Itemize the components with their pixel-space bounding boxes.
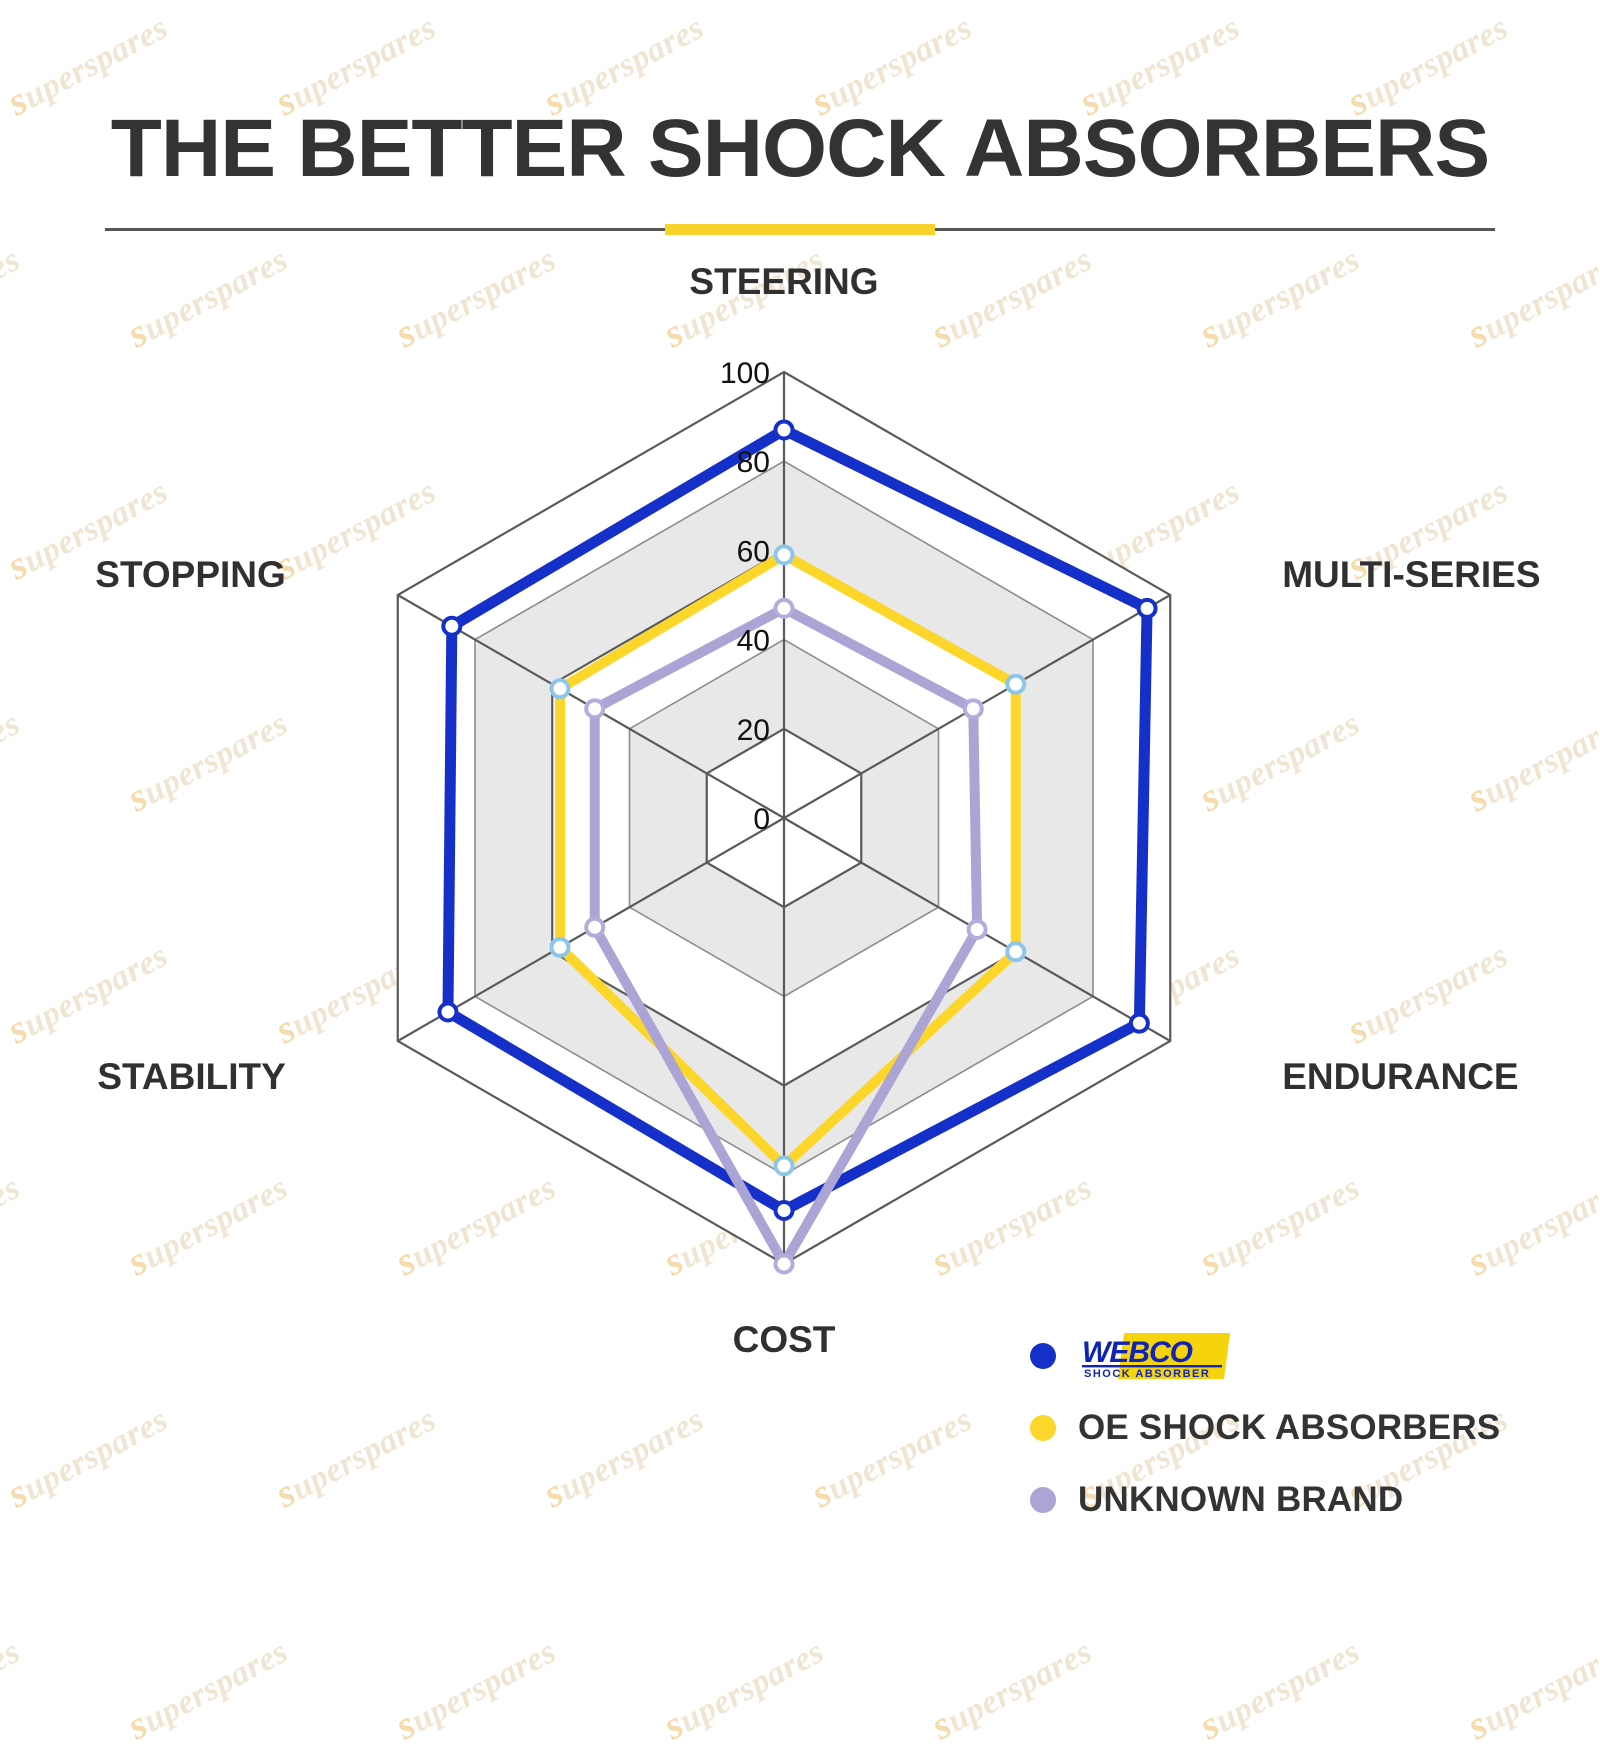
radar-axis-label-stopping: STOPPING	[95, 554, 286, 595]
legend-label-unknown: UNKNOWN BRAND	[1078, 1480, 1404, 1519]
radar-tick-label: 40	[737, 625, 770, 658]
legend-item-unknown[interactable]: UNKNOWN BRAND	[1030, 1464, 1500, 1536]
watermark-text: superspares	[267, 1400, 443, 1517]
radar-axis-label-endurance: ENDURANCE	[1282, 1056, 1518, 1097]
radar-series-3	[584, 597, 988, 1275]
legend-item-webco[interactable]: WEBCO SHOCK ABSORBER	[1030, 1320, 1500, 1392]
watermark-text: superspares	[0, 1632, 27, 1740]
radar-axis-label-multi-series: MULTI-SERIES	[1282, 554, 1540, 595]
radar-data-point	[773, 419, 795, 441]
watermark-text: superspares	[387, 1632, 563, 1749]
watermark-text: superspares	[655, 1632, 831, 1749]
title-divider	[105, 224, 1495, 236]
radar-tick-label: 80	[737, 446, 770, 479]
radar-data-point	[773, 1155, 795, 1177]
radar-data-point	[441, 615, 463, 637]
radar-series-2	[549, 544, 1027, 1177]
legend-label-oe: OE SHOCK ABSORBERS	[1078, 1408, 1501, 1447]
radar-data-point	[437, 1001, 459, 1023]
watermark-text: superspares	[1459, 1632, 1600, 1749]
header: THE BETTER SHOCK ABSORBERS	[0, 0, 1600, 236]
watermark-text: superspares	[1191, 1632, 1367, 1749]
legend-item-oe[interactable]: OE SHOCK ABSORBERS	[1030, 1392, 1500, 1464]
radar-data-point	[1128, 1012, 1150, 1034]
radar-axis-label-cost: COST	[733, 1319, 836, 1360]
radar-data-point	[1136, 597, 1158, 619]
title-accent-bar	[665, 224, 935, 235]
radar-data-point	[773, 597, 795, 619]
radar-data-point	[584, 698, 606, 720]
radar-chart-svg: 0 20 40 60 80 100 STEERING MULTI-SERIES ENDURAN…	[95, 261, 1540, 1360]
webco-logo-wordmark: WEBCO	[1082, 1336, 1193, 1369]
radar-series-group	[437, 419, 1158, 1275]
radar-data-point	[549, 678, 571, 700]
watermark-text: superspares	[0, 1400, 175, 1517]
watermark-text: superspares	[535, 1400, 711, 1517]
chart-legend: WEBCO SHOCK ABSORBER OE SHOCK ABSORBERS …	[1030, 1320, 1500, 1536]
radar-tick-label: 20	[737, 714, 770, 747]
radar-data-point	[962, 698, 984, 720]
radar-data-point	[1005, 941, 1027, 963]
legend-color-dot-webco	[1030, 1343, 1056, 1369]
webco-logo-yellow-block	[1118, 1333, 1230, 1379]
radar-tick-label: 60	[737, 535, 770, 568]
radar-series-1	[437, 419, 1158, 1221]
radar-data-point	[584, 916, 606, 938]
radar-chart: 0 20 40 60 80 100 STEERING MULTI-SERIES ENDURAN…	[0, 250, 1600, 1370]
radar-data-point	[773, 1199, 795, 1221]
watermark-text: superspares	[119, 1632, 295, 1749]
webco-logo-tagline: SHOCK ABSORBER	[1084, 1368, 1210, 1380]
radar-tick-label: 0	[753, 803, 770, 836]
radar-data-point	[549, 936, 571, 958]
legend-color-dot-oe	[1030, 1415, 1056, 1441]
radar-axis-label-stability: STABILITY	[97, 1056, 286, 1097]
radar-data-point	[1005, 673, 1027, 695]
radar-axis-label-steering: STEERING	[689, 261, 878, 302]
page-title: THE BETTER SHOCK ABSORBERS	[110, 103, 1490, 194]
radar-band	[552, 550, 1016, 1086]
radar-data-point	[966, 919, 988, 940]
radar-tick-label: 100	[720, 357, 770, 390]
webco-logo-underline	[1082, 1365, 1222, 1368]
webco-logo-svg: WEBCO SHOCK ABSORBER	[1082, 1333, 1230, 1380]
radar-axis-labels: STEERING MULTI-SERIES ENDURANCE COST STABILI…	[95, 261, 1540, 1360]
watermark-text: superspares	[803, 1400, 979, 1517]
legend-color-dot-unknown	[1030, 1487, 1056, 1513]
radar-data-point	[773, 544, 795, 566]
radar-tick-labels: 0 20 40 60 80 100	[720, 357, 770, 836]
radar-data-point	[773, 1253, 795, 1275]
watermark-text: superspares	[923, 1632, 1099, 1749]
radar-band	[629, 639, 939, 997]
webco-logo: WEBCO SHOCK ABSORBER	[1078, 1331, 1230, 1381]
